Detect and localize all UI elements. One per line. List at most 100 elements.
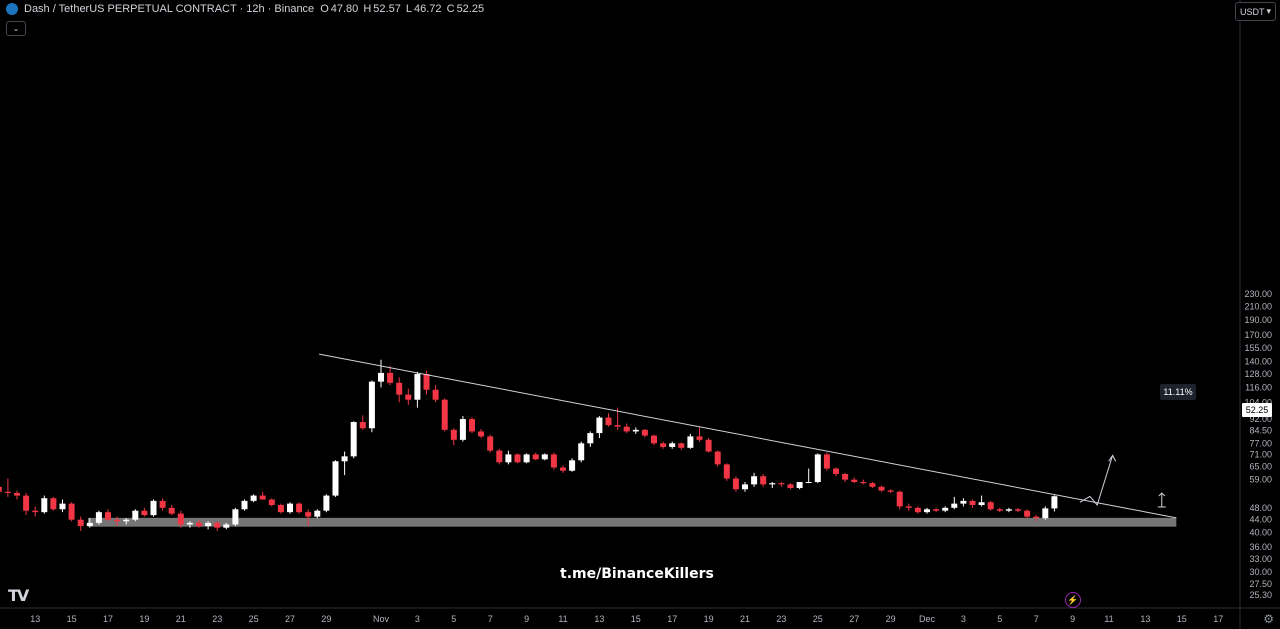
- candle-body: [59, 503, 66, 510]
- candle-body: [924, 509, 930, 513]
- candle-body: [177, 513, 184, 525]
- price-tick-label: 230.00: [1244, 289, 1272, 299]
- candle-body: [523, 454, 530, 463]
- candle-body: [405, 394, 412, 400]
- settings-gear-icon[interactable]: ⚙: [1263, 612, 1274, 626]
- candle-body: [77, 519, 84, 527]
- candle-body: [541, 454, 548, 460]
- symbol-title[interactable]: Dash / TetherUS PERPETUAL CONTRACT · 12h…: [24, 3, 315, 15]
- time-tick-label: 19: [704, 614, 714, 624]
- candle-body: [23, 495, 30, 511]
- candle-body: [833, 468, 839, 475]
- close-value: 52.25: [456, 3, 485, 15]
- candle-body: [687, 436, 694, 448]
- candle-body: [1042, 508, 1049, 519]
- candle-body: [550, 454, 557, 468]
- price-tick-label: 27.50: [1249, 579, 1272, 589]
- price-tick-label: 210.00: [1244, 301, 1272, 311]
- candle-body: [332, 461, 339, 496]
- time-tick-label: 3: [961, 614, 966, 624]
- high-label: H: [363, 3, 372, 15]
- price-tick-label: 77.00: [1249, 438, 1272, 448]
- low-value: 46.72: [414, 3, 442, 15]
- candle-body: [723, 464, 730, 479]
- candle-body: [696, 436, 703, 440]
- candle-body: [760, 476, 767, 485]
- candle-body: [305, 512, 312, 517]
- candle-body: [896, 491, 903, 507]
- candle-body: [487, 436, 494, 451]
- collapse-legend-button[interactable]: ⌄: [6, 21, 26, 36]
- candle-body: [314, 510, 321, 517]
- time-tick-label: 25: [813, 614, 823, 624]
- candle-body: [978, 502, 985, 506]
- candle-body: [378, 372, 384, 382]
- lightning-icon[interactable]: ⚡: [1065, 592, 1081, 608]
- time-tick-label: 3: [415, 614, 420, 624]
- time-tick-label: 23: [776, 614, 786, 624]
- candle-body: [842, 474, 849, 480]
- candle-body: [933, 509, 940, 511]
- time-tick-label: 29: [321, 614, 331, 624]
- support-zone: [87, 517, 1177, 527]
- candle-body: [423, 373, 430, 390]
- candle-body: [987, 502, 994, 510]
- time-tick-label: 15: [1177, 614, 1187, 624]
- candle-body: [50, 498, 57, 510]
- time-tick-label: 5: [997, 614, 1002, 624]
- candle-body: [814, 454, 821, 482]
- time-tick-label: 19: [139, 614, 149, 624]
- measure-percent-label: 11.11%: [1160, 384, 1196, 400]
- candle-body: [678, 443, 685, 448]
- candle-body: [796, 481, 803, 489]
- price-tick-label: 190.00: [1244, 315, 1272, 325]
- candle-body: [41, 498, 48, 513]
- candle-body: [469, 419, 475, 432]
- candle-body: [969, 500, 976, 506]
- low-label: L: [405, 3, 413, 15]
- price-tick-label: 33.00: [1249, 554, 1272, 564]
- time-tick-label: 13: [30, 614, 40, 624]
- candle-body: [651, 435, 657, 444]
- candle-body: [323, 495, 330, 511]
- candle-body: [742, 484, 748, 490]
- candle-body: [878, 486, 885, 491]
- candle-body: [186, 522, 193, 525]
- tradingview-logo-text: TV: [8, 586, 29, 605]
- tradingview-logo[interactable]: TV: [8, 586, 29, 605]
- time-tick-label: 23: [212, 614, 222, 624]
- time-tick-label: 11: [1104, 614, 1113, 624]
- price-tick-label: 65.00: [1249, 461, 1272, 471]
- candle-body: [569, 460, 576, 471]
- candle-body: [359, 422, 366, 429]
- price-tick-label: 140.00: [1244, 357, 1272, 367]
- candle-body: [414, 373, 421, 400]
- candle-body: [250, 495, 257, 501]
- candle-body: [141, 510, 148, 516]
- candle-body: [605, 417, 612, 426]
- candle-body: [996, 509, 1003, 511]
- candle-body: [277, 505, 284, 513]
- candle-body: [14, 493, 20, 496]
- trendline: [319, 353, 1177, 519]
- open-label: O: [320, 3, 329, 15]
- candle-body: [578, 443, 585, 461]
- time-tick-label: 9: [524, 614, 529, 624]
- price-tick-label: 36.00: [1249, 542, 1272, 552]
- candle-body: [350, 422, 357, 457]
- candle-body: [214, 522, 221, 528]
- candle-body: [660, 443, 667, 447]
- time-tick-label: 29: [886, 614, 896, 624]
- time-tick-label: 11: [558, 614, 567, 624]
- price-tick-label: 128.00: [1244, 369, 1272, 379]
- price-tick-label: 44.00: [1249, 515, 1272, 525]
- candle-body: [705, 439, 712, 452]
- time-tick-label: 9: [1070, 614, 1075, 624]
- price-tick-label: 48.00: [1249, 503, 1272, 513]
- time-tick-label: 25: [249, 614, 259, 624]
- currency-selector[interactable]: USDT ▾: [1234, 2, 1276, 21]
- candle-body: [1051, 496, 1058, 509]
- candle-body: [459, 419, 466, 440]
- candle-body: [287, 503, 293, 513]
